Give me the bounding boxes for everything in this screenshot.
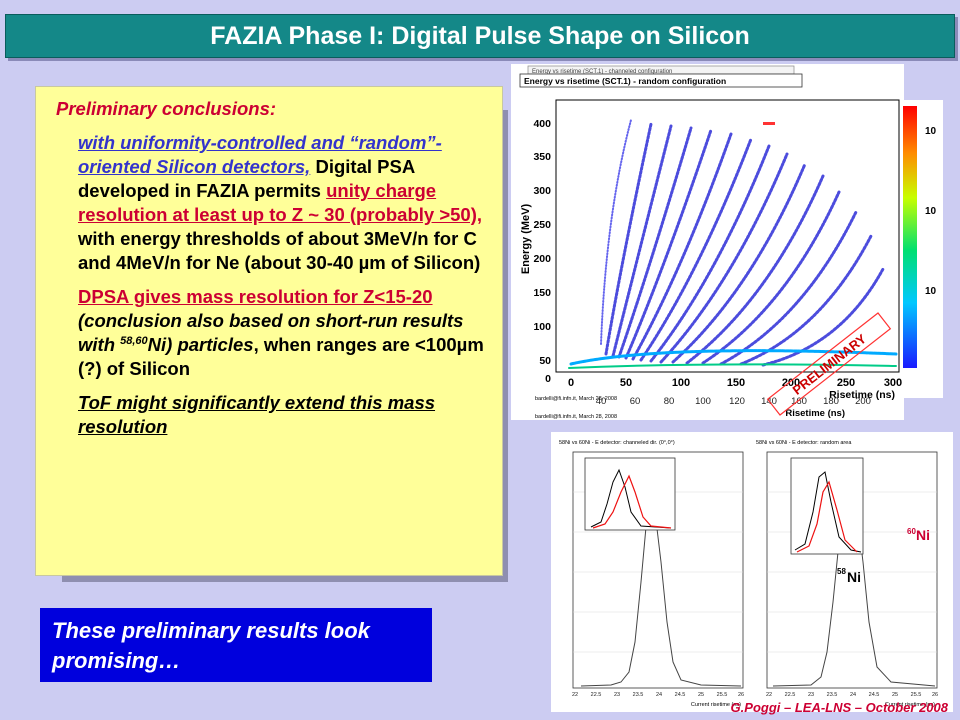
left-x-tick-23.5: 23.5 <box>633 692 644 698</box>
ni60-label: Ni <box>916 527 930 543</box>
right-x-tick-24: 24 <box>850 692 856 698</box>
right-x-axis-label: Current risetime (ns) <box>885 702 935 708</box>
left-x-tick-25.5: 25.5 <box>717 692 728 698</box>
x-tick-200: 200 <box>782 377 800 389</box>
ranges-text: , when ranges are <100µm (?) of Silicon <box>78 334 484 379</box>
right-plot-title: 58Ni vs 60Ni - E detector: random area <box>756 440 852 446</box>
back-x-tick-180: 180 <box>823 396 839 407</box>
x-tick-250: 250 <box>837 377 855 389</box>
promising-results-text: These preliminary results look promising… <box>52 618 370 673</box>
isotope-superscript: 58,60 <box>120 334 148 347</box>
x-tick-100: 100 <box>672 377 690 389</box>
conclusion-paragraph-3: ToF might significantly extend this mass… <box>78 392 436 437</box>
slide-title: FAZIA Phase I: Digital Pulse Shape on Si… <box>5 14 955 58</box>
y-tick-350: 350 <box>533 151 551 163</box>
y-tick-300: 300 <box>533 185 551 197</box>
ni-particles-text: Ni) particles <box>147 334 254 355</box>
left-x-tick-26: 26 <box>738 692 744 698</box>
y-tick-400: 400 <box>533 118 551 130</box>
y-tick-0: 0 <box>545 373 551 385</box>
right-x-tick-26: 26 <box>932 692 938 698</box>
left-x-tick-22: 22 <box>572 692 578 698</box>
colorbar-tick-2: 10 <box>925 206 937 217</box>
back-x-tick-100: 100 <box>695 396 711 407</box>
x-tick-300: 300 <box>884 377 902 389</box>
slide-title-text: FAZIA Phase I: Digital Pulse Shape on Si… <box>210 21 750 50</box>
conclusions-heading: Preliminary conclusions: <box>56 98 277 119</box>
right-x-tick-25: 25 <box>892 692 898 698</box>
back-x-tick-200: 200 <box>855 396 871 407</box>
left-x-axis-label: Current risetime (ns) <box>691 702 741 708</box>
right-x-tick-23.5: 23.5 <box>827 692 838 698</box>
left-x-tick-24: 24 <box>656 692 662 698</box>
credit-text: bardelli@fi.infn.it, March 28, 2008 <box>535 396 617 402</box>
conclusions-box: Preliminary conclusions: with uniformity… <box>35 86 503 576</box>
charge-resolution-text: unity charge resolution at least up to Z… <box>78 180 483 225</box>
ni58-superscript: 58 <box>837 567 846 576</box>
plot-title: Energy vs risetime (SCT.1) - random conf… <box>524 76 726 86</box>
y-tick-100: 100 <box>533 321 551 333</box>
right-x-tick-22.5: 22.5 <box>785 692 796 698</box>
x-tick-150: 150 <box>727 377 745 389</box>
short-run-text: (conclusion also based on short-run resu… <box>78 310 464 355</box>
y-tick-200: 200 <box>533 253 551 265</box>
conclusion-paragraph-1: with uniformity-controlled and “random”-… <box>78 131 490 275</box>
colorbar-tick-1: 10 <box>925 126 937 137</box>
y-axis-label: Energy (MeV) <box>520 204 532 275</box>
ni-isotopes-figure: 58Ni vs 60Ni - E detector: channeled dir… <box>551 432 953 712</box>
thresholds-text: with energy thresholds of about 3MeV/n f… <box>78 228 481 273</box>
back-x-axis-label: Risetime (ns) <box>785 408 845 419</box>
right-x-tick-23: 23 <box>808 692 814 698</box>
back-plot-title: Energy vs risetime (SCT.1) - channeled c… <box>532 69 672 75</box>
back-x-tick-40: 40 <box>596 396 607 407</box>
left-x-tick-22.5: 22.5 <box>591 692 602 698</box>
colorbar-tick-3: 10 <box>925 286 937 297</box>
back-x-tick-60: 60 <box>630 396 641 407</box>
x-tick-0: 0 <box>568 377 574 389</box>
x-tick-50: 50 <box>620 377 632 389</box>
left-x-tick-24.5: 24.5 <box>675 692 686 698</box>
back-x-tick-80: 80 <box>664 396 675 407</box>
y-tick-250: 250 <box>533 219 551 231</box>
y-tick-150: 150 <box>533 287 551 299</box>
promising-results-box: These preliminary results look promising… <box>40 608 432 682</box>
right-x-tick-24.5: 24.5 <box>869 692 880 698</box>
left-plot-title: 58Ni vs 60Ni - E detector: channeled dir… <box>559 440 675 446</box>
ni58-label: Ni <box>847 569 861 585</box>
psa-text: Digital PSA developed in FAZIA permits <box>78 156 415 201</box>
back-x-tick-160: 160 <box>791 396 807 407</box>
left-x-tick-23: 23 <box>614 692 620 698</box>
x-axis-label: Risetime (ns) <box>829 389 895 401</box>
z-lines <box>568 119 898 369</box>
right-x-tick-22: 22 <box>766 692 772 698</box>
back-credit-text: bardelli@fi.infn.it, March 28, 2008 <box>535 414 617 420</box>
left-x-tick-25: 25 <box>698 692 704 698</box>
conclusion-paragraph-2: DPSA gives mass resolution for Z<15-20 (… <box>78 285 490 381</box>
back-x-tick-120: 120 <box>729 396 745 407</box>
y-tick-50: 50 <box>539 355 551 367</box>
uniformity-text: with uniformity-controlled and “random”-… <box>78 132 442 177</box>
mass-resolution-text: DPSA gives mass resolution for Z<15-20 <box>78 286 433 307</box>
footer-credit: G.Poggi – LEA-LNS – October 2008 <box>730 700 948 715</box>
ni60-superscript: 60 <box>907 527 916 536</box>
energy-risetime-figure: Energy vs risetime (SCT.1) - channeled c… <box>511 64 937 420</box>
right-x-tick-25.5: 25.5 <box>911 692 922 698</box>
